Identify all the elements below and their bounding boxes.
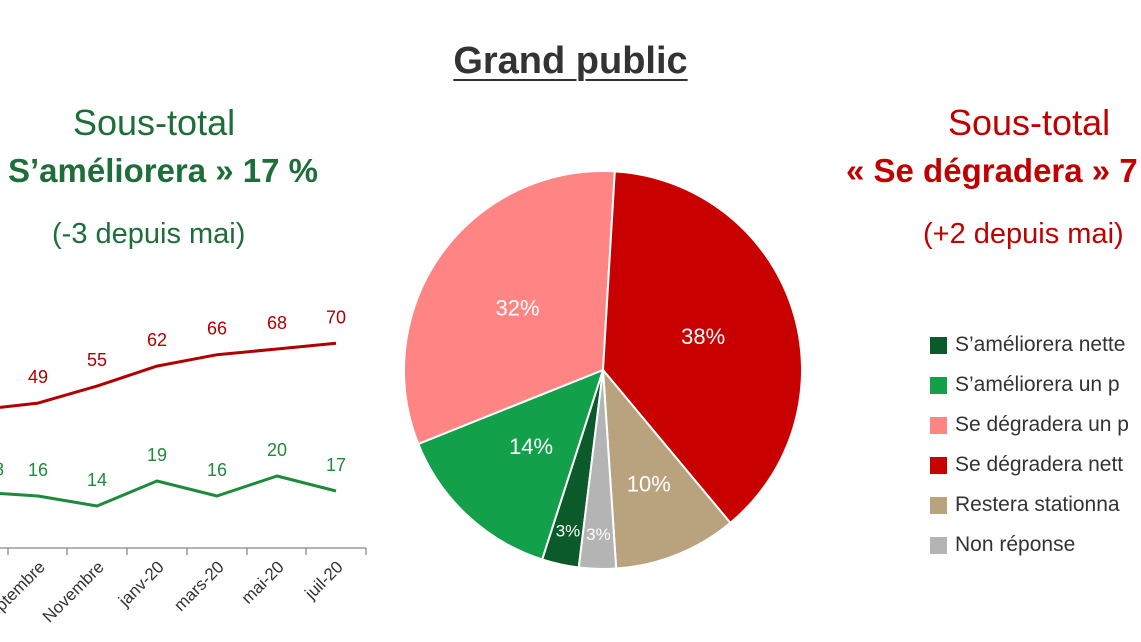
right-summary-title: Sous-total: [948, 102, 1111, 143]
legend-label: S’améliorera nette: [955, 333, 1126, 356]
legend-label: Non réponse: [955, 533, 1076, 556]
legend-label: Restera stationna: [955, 493, 1120, 516]
legend-item-no-answer: Non réponse: [930, 533, 1075, 557]
pie-slice-stationary: [601, 366, 732, 570]
legend-swatch: [930, 376, 947, 394]
legend-label: Se dégradera un p: [955, 413, 1129, 436]
legend-label: Se dégradera nett: [955, 453, 1124, 476]
x-tick-label: Septembre: [0, 557, 49, 629]
right-summary-value: « Se dégradera » 7: [846, 152, 1138, 189]
red-series-data-label: 68: [267, 313, 287, 333]
pie-slice-strong-degrade: [601, 170, 803, 525]
left-summary-value: S’améliorera » 17 %: [8, 152, 319, 189]
legend-item-slight-degrade: Se dégradera un p: [930, 413, 1129, 437]
pie-slice-slight-degrade: [403, 170, 616, 446]
red-series-line: [0, 341, 337, 409]
green-series-data-label: 16: [207, 460, 227, 480]
page-title: Grand public: [453, 40, 688, 82]
pie-slice-label: 38%: [681, 324, 725, 349]
legend-swatch: [930, 456, 947, 474]
pie-slice-label: 3%: [586, 525, 611, 544]
legend-item-strong-degrade: Se dégradera nett: [930, 453, 1123, 477]
pie-slice-label: 3%: [556, 521, 581, 540]
red-series-data-label: 49: [28, 367, 48, 387]
legend-swatch: [930, 416, 947, 434]
legend-item-slight-improve: S’améliorera un p: [930, 373, 1120, 397]
legend-swatch: [930, 536, 947, 554]
green-series-data-label: 14: [87, 470, 107, 490]
pie-slice-slight-improve: [416, 368, 605, 561]
green-series-data-label: 20: [267, 440, 287, 460]
left-summary-title: Sous-total: [73, 102, 236, 143]
left-summary-change: (-3 depuis mai): [52, 218, 246, 250]
legend-swatch: [930, 496, 947, 514]
distribution-pie-chart: 3% 14% 32% 38% 10% 3%: [403, 170, 803, 570]
green-series-data-label: 19: [147, 445, 167, 465]
right-summary-change: (+2 depuis mai): [923, 218, 1124, 250]
legend-label: S’améliorera un p: [955, 373, 1120, 396]
pie-slice-label: 32%: [495, 295, 539, 320]
x-tick-label: mai-20: [238, 557, 288, 607]
trend-line-chart: 49 55 62 66 68 70 16 14 19 16 20 17 8 SeptembreNovemb…: [0, 307, 367, 630]
green-series-data-label: 16: [28, 460, 48, 480]
x-tick-label: mars-20: [170, 557, 228, 615]
red-series-data-label: 55: [87, 350, 107, 370]
x-tick-label: juil-20: [301, 557, 347, 603]
red-series-data-label: 66: [207, 319, 227, 339]
pie-slice-label: 10%: [627, 472, 671, 497]
pie-slice-no-answer: [577, 369, 618, 570]
green-series-line: [0, 474, 337, 508]
pie-slice-label: 14%: [509, 434, 553, 459]
green-series-data-label: 8: [0, 460, 4, 480]
red-series-data-label: 62: [147, 330, 167, 350]
legend-item-stationary: Restera stationna: [930, 493, 1120, 517]
legend-swatch: [930, 336, 947, 354]
legend-item-strong-improve: S’améliorera nette: [930, 333, 1125, 357]
red-series-data-label: 70: [326, 307, 346, 327]
x-tick-label: Novembre: [39, 557, 108, 626]
green-series-data-label: 17: [326, 455, 346, 475]
x-tick-label: janv-20: [114, 557, 168, 611]
